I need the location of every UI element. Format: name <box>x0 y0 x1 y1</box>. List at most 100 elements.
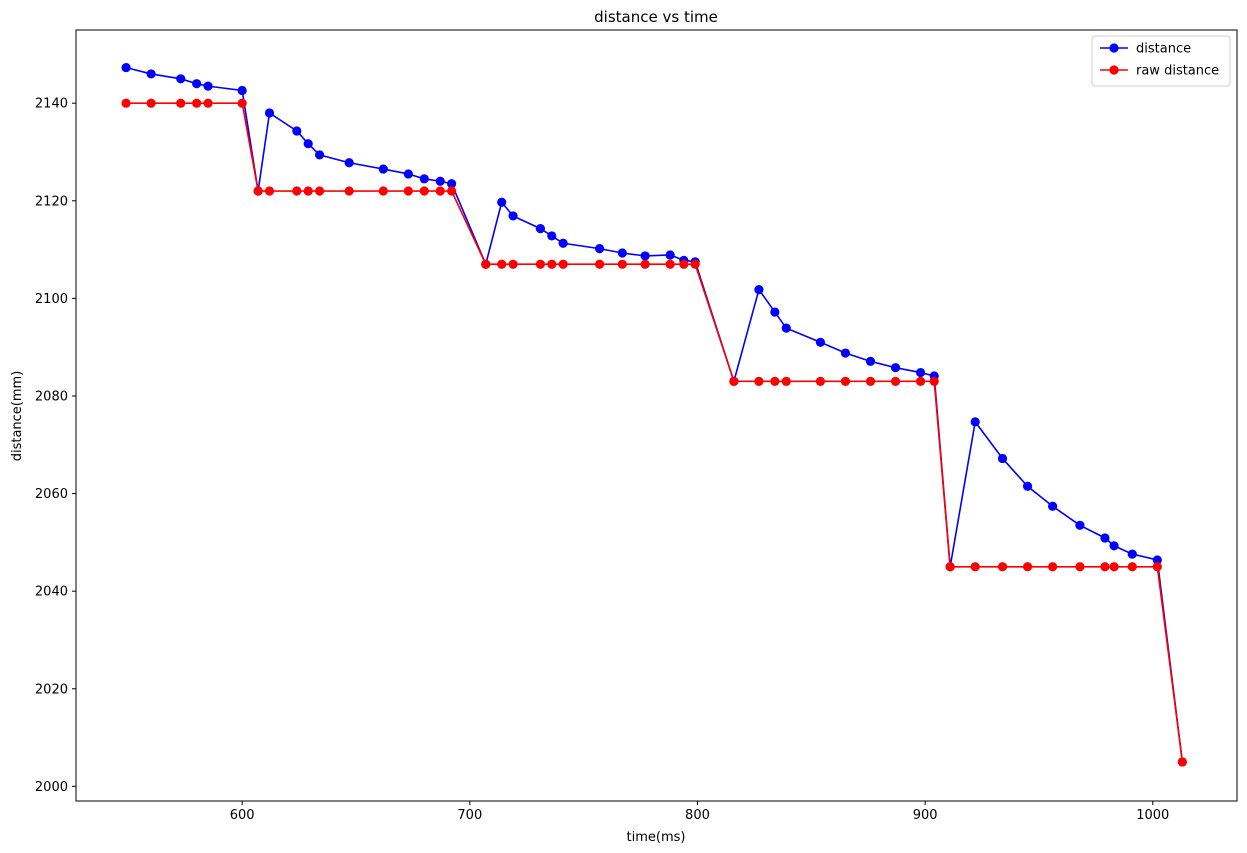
data-point-series-1 <box>497 259 507 269</box>
data-point-series-1 <box>770 376 780 386</box>
data-point-series-0 <box>1075 520 1085 530</box>
data-point-series-0 <box>594 244 605 254</box>
legend-marker-1 <box>1109 65 1119 75</box>
y-tick-label: 2100 <box>35 292 68 307</box>
data-point-series-1 <box>1022 562 1033 572</box>
data-point-series-1 <box>594 259 605 269</box>
data-point-series-1 <box>1075 562 1085 572</box>
data-point-series-0 <box>1100 533 1110 543</box>
data-point-series-0 <box>344 158 354 168</box>
data-point-series-0 <box>1152 555 1162 565</box>
data-point-series-0 <box>781 323 791 333</box>
data-point-series-1 <box>1048 562 1058 572</box>
data-point-series-1 <box>1100 562 1110 572</box>
data-point-series-0 <box>997 453 1008 464</box>
data-point-series-1 <box>929 376 939 386</box>
data-point-series-0 <box>314 150 325 160</box>
data-point-series-1 <box>481 259 491 269</box>
data-point-series-0 <box>203 81 213 91</box>
data-point-series-1 <box>292 186 302 196</box>
data-point-series-1 <box>535 259 546 269</box>
data-point-series-0 <box>1048 501 1058 511</box>
data-point-series-1 <box>192 98 202 108</box>
data-point-series-1 <box>344 186 354 196</box>
data-point-series-0 <box>1022 481 1033 491</box>
data-point-series-1 <box>1109 562 1119 572</box>
data-point-series-1 <box>840 376 851 386</box>
data-point-series-0 <box>815 337 826 347</box>
data-point-series-1 <box>1177 757 1187 767</box>
data-point-series-0 <box>508 211 518 221</box>
plot-area: 600 700 800 900 1000 2000 2020 2040 2060 2080 2100… <box>35 29 1238 823</box>
data-point-series-1 <box>1152 562 1162 572</box>
data-point-series-1 <box>640 259 650 269</box>
data-point-series-0 <box>915 367 926 378</box>
data-point-series-1 <box>121 98 131 108</box>
series-line-0 <box>125 66 1184 763</box>
data-point-series-1 <box>237 98 247 108</box>
data-point-series-1 <box>253 186 263 196</box>
y-tick-label: 2000 <box>35 780 68 795</box>
data-point-series-0 <box>497 197 507 207</box>
data-point-series-1 <box>665 259 675 269</box>
data-point-series-0 <box>617 248 627 258</box>
data-point-series-0 <box>890 363 901 373</box>
data-point-series-1 <box>754 376 764 386</box>
data-point-series-1 <box>997 562 1008 572</box>
y-tick-label: 2080 <box>35 389 68 404</box>
x-tick-label: 700 <box>457 808 482 823</box>
data-point-series-1 <box>945 562 955 572</box>
data-point-series-1 <box>865 376 876 386</box>
data-point-series-1 <box>435 186 445 196</box>
data-point-series-0 <box>303 139 313 149</box>
plot-frame <box>75 29 1238 802</box>
data-point-series-1 <box>419 186 429 196</box>
series-line-1 <box>126 102 1184 763</box>
data-point-series-0 <box>146 69 156 79</box>
data-point-series-0 <box>770 307 780 317</box>
data-point-series-0 <box>237 85 247 96</box>
data-point-series-1 <box>378 186 388 196</box>
y-axis-label: distance(mm) <box>10 371 25 462</box>
data-point-series-0 <box>1109 541 1119 551</box>
legend-marker-0 <box>1109 43 1119 53</box>
data-point-series-1 <box>314 186 325 196</box>
chart-title: distance vs time <box>594 8 718 26</box>
x-tick-label: 1000 <box>1136 808 1169 823</box>
data-point-series-0 <box>419 174 429 184</box>
data-point-series-1 <box>729 376 739 386</box>
data-point-series-1 <box>203 98 213 108</box>
data-point-series-1 <box>1127 562 1137 572</box>
y-tick-label: 2040 <box>35 585 68 600</box>
data-point-series-0 <box>665 250 675 260</box>
data-point-series-1 <box>781 376 791 386</box>
data-point-series-0 <box>754 285 764 295</box>
data-point-series-0 <box>176 74 186 84</box>
x-tick-label: 800 <box>685 808 710 823</box>
data-point-series-1 <box>146 98 156 108</box>
data-point-series-1 <box>547 259 557 269</box>
data-point-series-0 <box>403 169 413 179</box>
data-point-series-1 <box>558 259 568 269</box>
x-tick-label: 900 <box>913 808 938 823</box>
data-point-series-1 <box>815 376 826 386</box>
data-point-series-1 <box>403 186 413 196</box>
data-point-series-1 <box>447 186 457 196</box>
data-point-series-1 <box>303 186 313 196</box>
legend-label-0: distance <box>1136 42 1191 57</box>
data-point-series-1 <box>890 376 901 386</box>
y-tick-label: 2140 <box>35 97 68 112</box>
data-point-series-0 <box>292 126 302 136</box>
data-point-series-1 <box>508 259 518 269</box>
data-point-series-0 <box>378 164 388 174</box>
y-tick-label: 2060 <box>35 487 68 502</box>
data-point-series-1 <box>690 259 700 269</box>
data-point-series-0 <box>192 79 202 89</box>
legend-label-1: raw distance <box>1136 64 1219 79</box>
data-point-series-0 <box>840 348 851 358</box>
y-tick-label: 2120 <box>35 194 68 209</box>
x-tick-label: 600 <box>230 808 255 823</box>
data-point-series-0 <box>121 62 131 73</box>
